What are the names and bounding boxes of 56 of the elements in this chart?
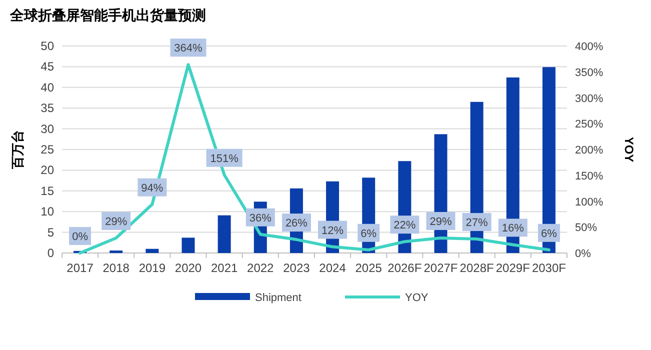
x-tick-label: 2026F xyxy=(388,261,422,275)
data-label: 364% xyxy=(174,42,203,55)
data-label: 0% xyxy=(72,231,88,243)
y2-tick-label: 0% xyxy=(575,248,592,260)
x-tick-label: 2020 xyxy=(174,261,202,275)
y-tick-label: 30 xyxy=(40,122,54,136)
x-tick-label: 2025 xyxy=(355,261,382,275)
y2-tick-label: 350% xyxy=(575,66,604,79)
title: 全球折叠屏智能手机出货量预测 xyxy=(10,7,206,23)
data-label: 29% xyxy=(105,216,128,228)
data-label: 6% xyxy=(541,228,558,240)
y-axis-title: 百万台 xyxy=(10,130,25,170)
data-label: 16% xyxy=(502,222,524,235)
data-label: 151% xyxy=(210,152,239,165)
y-tick-label: 25 xyxy=(40,142,54,156)
x-tick-label: 2021 xyxy=(210,261,238,275)
data-label: 27% xyxy=(466,217,488,230)
legend-label: YOY xyxy=(405,292,429,304)
y-tick-label: 0 xyxy=(47,246,54,260)
y2-tick-label: 400% xyxy=(575,41,604,53)
x-tick-label: 2029F xyxy=(496,261,530,275)
y-tick-label: 20 xyxy=(40,163,54,178)
y2-tick-label: 150% xyxy=(575,170,604,182)
bar xyxy=(182,238,195,253)
data-label: 22% xyxy=(394,220,416,232)
x-tick-label: 2018 xyxy=(102,261,130,275)
y-tick-label: 15 xyxy=(40,184,54,198)
y2-axis-title: YOY xyxy=(622,136,636,162)
y-tick-label: 35 xyxy=(40,101,54,116)
data-label: 94% xyxy=(141,182,164,194)
y2-tick-label: 100% xyxy=(575,196,604,208)
x-tick-label: 2028F xyxy=(460,261,494,275)
y-tick-label: 5 xyxy=(47,225,54,240)
y-tick-label: 45 xyxy=(40,60,54,74)
y-tick-label: 10 xyxy=(40,204,54,219)
data-label: 26% xyxy=(285,218,308,230)
y-tick-label: 40 xyxy=(40,80,54,94)
y-tick-label: 50 xyxy=(40,39,54,53)
x-tick-label: 2027F xyxy=(424,261,458,275)
y2-tick-label: 300% xyxy=(575,92,604,105)
data-label: 12% xyxy=(322,224,344,237)
x-tick-label: 2019 xyxy=(138,261,166,275)
y2-tick-label: 50% xyxy=(575,222,598,234)
x-tick-label: 2022 xyxy=(247,261,274,275)
y2-tick-label: 200% xyxy=(575,144,604,156)
legend-label: Shipment xyxy=(255,292,302,304)
x-tick-label: 2030F xyxy=(532,261,566,275)
bar xyxy=(218,215,231,253)
y2-tick-label: 250% xyxy=(575,118,604,131)
x-tick-label: 2023 xyxy=(283,261,310,275)
data-label: 29% xyxy=(430,216,452,228)
x-tick-label: 2024 xyxy=(319,261,346,275)
data-label: 36% xyxy=(249,212,272,224)
bar xyxy=(146,248,159,253)
x-tick-label: 2017 xyxy=(66,261,94,275)
data-label: 6% xyxy=(360,228,377,240)
